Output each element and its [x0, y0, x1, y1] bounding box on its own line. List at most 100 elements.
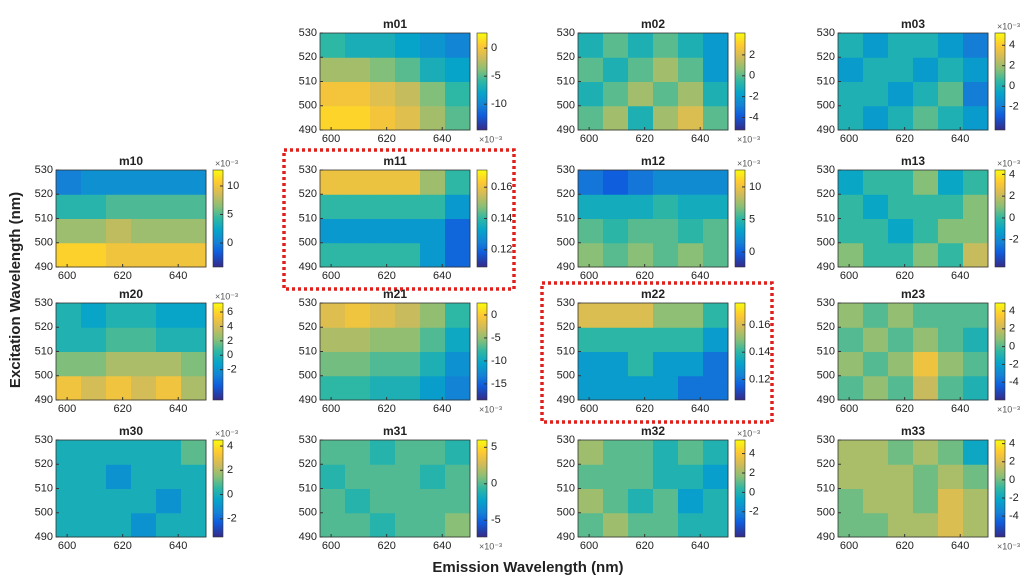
x-tick-label: 600 [840, 540, 858, 552]
heatmap-cell [370, 194, 396, 219]
heatmap-cell [628, 194, 654, 219]
colorbar-tick-label: 4 [1009, 305, 1015, 317]
heatmap-cell [106, 440, 132, 465]
heatmap-cell [578, 351, 604, 377]
heatmap-cell [370, 351, 396, 377]
heatmap-cell [181, 488, 207, 514]
x-tick-label: 640 [691, 540, 709, 552]
heatmap-cell [703, 303, 729, 328]
heatmap-cell [370, 57, 396, 82]
heatmap-cell [863, 303, 889, 328]
panel-title: m22 [641, 287, 665, 301]
heatmap-cell [703, 194, 729, 219]
heatmap-cell [370, 242, 396, 268]
heatmap-cell [445, 33, 471, 58]
heatmap-cell [678, 218, 704, 244]
heatmap-cell [653, 440, 679, 465]
colorbar [994, 32, 1006, 131]
heatmap-cell [320, 327, 346, 352]
heatmap-cell [445, 303, 471, 328]
heatmap-cell [320, 218, 346, 244]
panel-title: m03 [901, 17, 925, 31]
x-tick-label: 620 [895, 133, 913, 145]
heatmap-cell [345, 33, 371, 58]
heatmap-cell [653, 81, 679, 107]
heatmap-cell [56, 218, 82, 244]
colorbar-multiplier: ×10⁻³ [997, 541, 1020, 551]
x-tick-label: 620 [895, 540, 913, 552]
heatmap-cell [913, 440, 939, 465]
heatmap-cell [863, 440, 889, 465]
heatmap-cell [106, 464, 132, 489]
heatmap-cell [678, 170, 704, 195]
colorbar [476, 439, 488, 538]
heatmap-cell [181, 194, 207, 219]
x-tick-label: 640 [691, 270, 709, 282]
y-tick-label: 490 [35, 531, 53, 543]
y-tick-label: 500 [557, 237, 575, 249]
panel-title: m21 [383, 287, 407, 301]
heatmap-cell [603, 81, 629, 107]
colorbar [734, 169, 746, 268]
heatmap-cell [628, 327, 654, 352]
heatmap-cell [345, 194, 371, 219]
colorbar [212, 439, 224, 538]
heatmap-cell [653, 464, 679, 489]
colorbar-tick-label: 0 [491, 478, 497, 490]
y-tick-label: 490 [817, 261, 835, 273]
heatmap-cell [653, 33, 679, 58]
x-tick-label: 620 [113, 540, 131, 552]
heatmap-cell [678, 327, 704, 352]
y-tick-label: 530 [817, 27, 835, 39]
heatmap-cell [628, 440, 654, 465]
heatmap-cell [913, 194, 939, 219]
heatmap-cell [703, 81, 729, 107]
heatmap-cell [420, 194, 446, 219]
heatmap-cell [395, 81, 421, 107]
heatmap-cell [156, 488, 182, 514]
panel-title: m02 [641, 17, 665, 31]
heatmap-cell [181, 375, 207, 401]
colorbar-tick-label: 2 [749, 49, 755, 61]
heatmap-cell [678, 351, 704, 377]
colorbar-tick-label: 0 [1009, 341, 1015, 353]
heatmap-cell [420, 512, 446, 538]
heatmap-cell [131, 488, 157, 514]
x-tick-label: 600 [840, 133, 858, 145]
heatmap-cell [578, 194, 604, 219]
heatmap-cell [56, 303, 82, 328]
heatmap-cell [963, 440, 989, 465]
heatmap-cell [938, 170, 964, 195]
heatmap-cell [181, 440, 207, 465]
heatmap-cell [963, 464, 989, 489]
heatmap-cell [156, 327, 182, 352]
heatmap-cell [863, 170, 889, 195]
heatmap-cell [628, 351, 654, 377]
heatmap-cell [370, 105, 396, 131]
heatmap-cell [320, 105, 346, 131]
y-tick-label: 520 [557, 321, 575, 333]
heatmap-cell [81, 512, 107, 538]
heatmap-cell [345, 512, 371, 538]
heatmap-cell [320, 464, 346, 489]
heatmap-cell [938, 194, 964, 219]
heatmap-cell [445, 242, 471, 268]
heatmap-cell [913, 105, 939, 131]
y-tick-label: 500 [817, 100, 835, 112]
heatmap-cell [838, 440, 864, 465]
colorbar [212, 169, 224, 268]
heatmap-cell [345, 105, 371, 131]
colorbar-tick-label: 4 [749, 447, 755, 459]
x-tick-label: 600 [322, 540, 340, 552]
heatmap-cell [395, 303, 421, 328]
colorbar-tick-label: -2 [1009, 100, 1019, 112]
y-tick-label: 500 [817, 237, 835, 249]
heatmap-cell [863, 33, 889, 58]
x-tick-label: 600 [580, 403, 598, 415]
heatmap-cell [603, 327, 629, 352]
y-tick-label: 500 [35, 237, 53, 249]
heatmap-cell [963, 512, 989, 538]
y-tick-label: 520 [299, 321, 317, 333]
heatmap-cell [56, 464, 82, 489]
